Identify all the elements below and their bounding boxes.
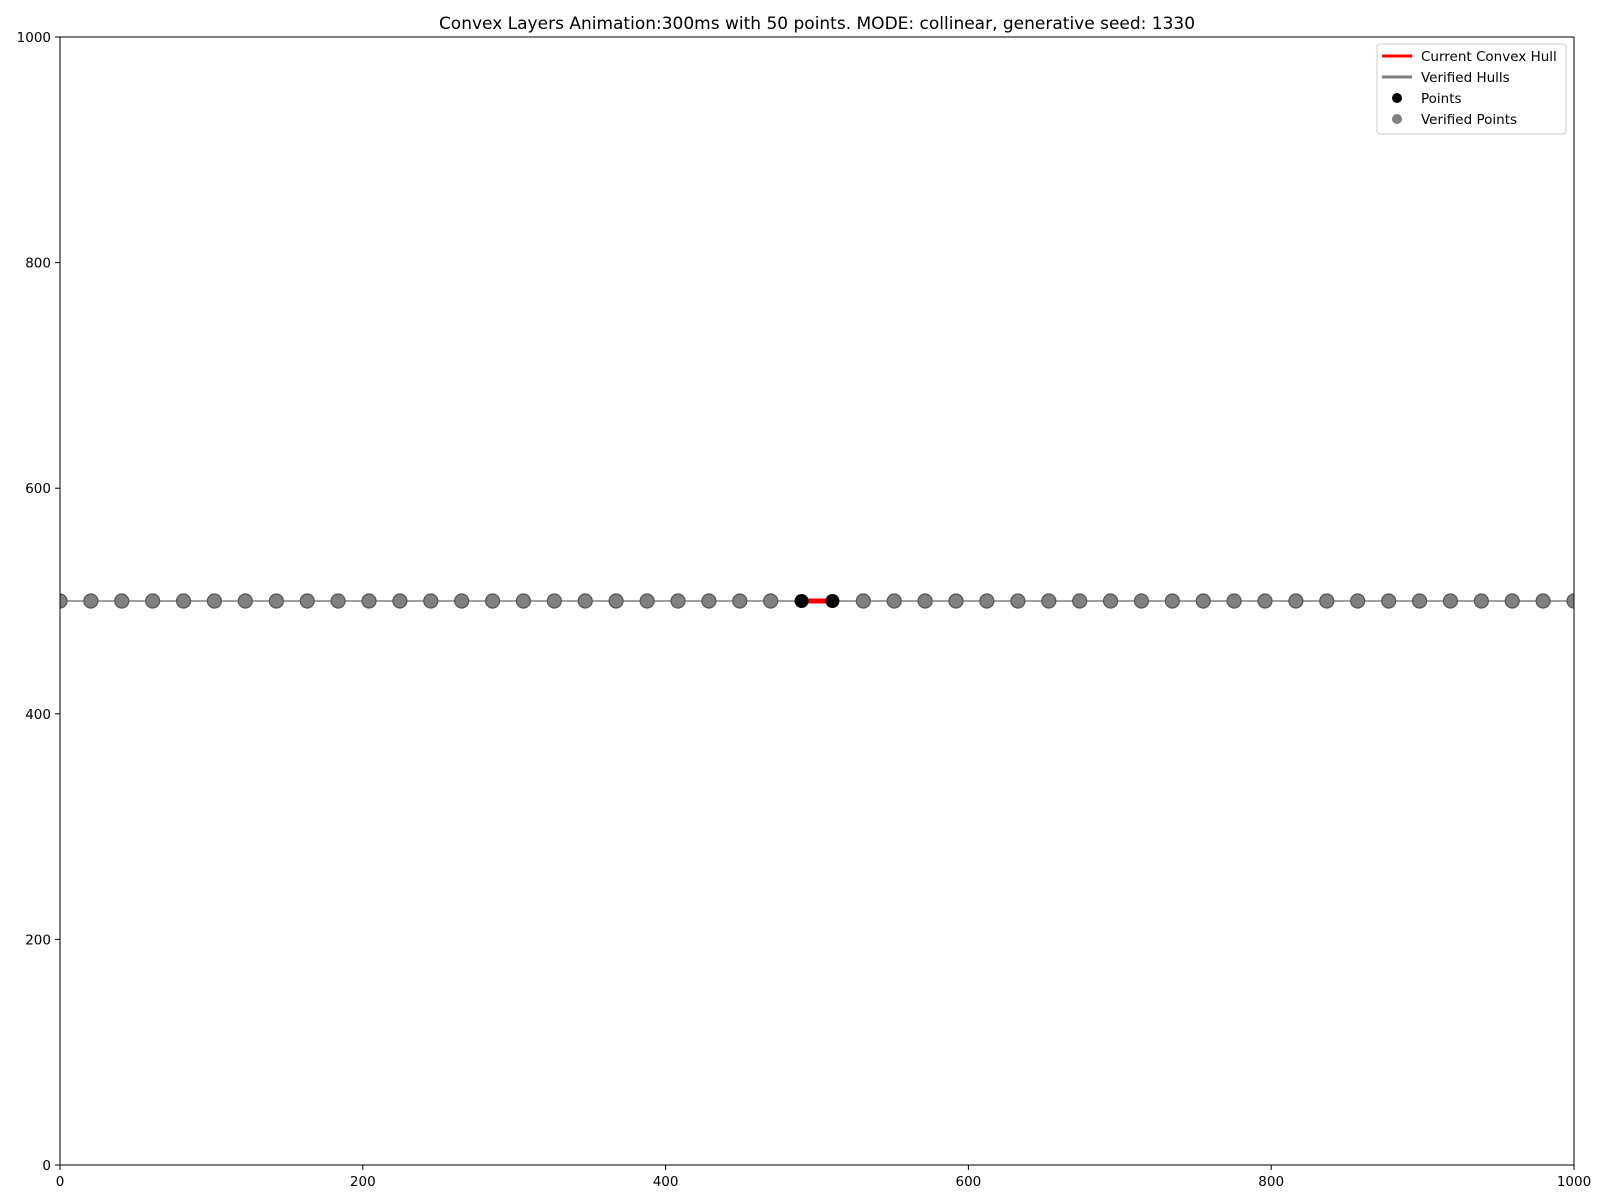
x-tick-label: 1000 <box>1557 1174 1591 1190</box>
verified-point <box>608 593 624 609</box>
verified-point <box>1381 593 1397 609</box>
verified-point <box>392 593 408 609</box>
plot-frame <box>59 36 1575 1166</box>
verified-point <box>639 593 655 609</box>
legend-label: Verified Hulls <box>1421 70 1510 86</box>
y-tick-label: 200 <box>25 932 51 948</box>
y-tick-label: 1000 <box>17 30 51 46</box>
legend-box <box>1376 43 1567 135</box>
legend-label: Current Convex Hull <box>1421 49 1557 65</box>
y-tick-label: 800 <box>25 256 51 272</box>
verified-point <box>330 593 346 609</box>
verified-point <box>1288 593 1304 609</box>
verified-point <box>1473 593 1489 609</box>
verified-point <box>60 593 68 609</box>
verified-point <box>1257 593 1273 609</box>
verified-point <box>886 593 902 609</box>
verified-point <box>175 593 192 609</box>
verified-point <box>1535 593 1551 609</box>
y-tick-label: 0 <box>42 1158 51 1174</box>
verified-point <box>1566 593 1574 609</box>
verified-point <box>114 593 130 609</box>
verified-point <box>701 593 717 609</box>
verified-point <box>1350 593 1366 609</box>
legend-marker-swatch <box>1392 114 1402 124</box>
verified-point <box>361 593 377 609</box>
verified-point <box>1442 593 1459 609</box>
verified-point <box>206 593 223 609</box>
verified-point <box>1195 593 1211 609</box>
verified-point <box>979 593 995 609</box>
verified-point <box>577 593 593 609</box>
verified-point <box>515 593 532 609</box>
verified-point <box>454 593 470 609</box>
x-tick-label: 600 <box>956 1174 982 1190</box>
verified-point <box>546 593 562 609</box>
verified-point <box>1411 593 1428 609</box>
verified-point <box>1164 593 1180 609</box>
verified-point <box>299 593 315 609</box>
verified-point <box>948 593 964 609</box>
verified-point <box>1226 593 1242 609</box>
verified-point <box>763 593 779 609</box>
verified-point <box>484 593 501 609</box>
verified-point <box>1010 593 1026 609</box>
verified-point <box>1072 593 1088 609</box>
legend-label: Verified Points <box>1421 112 1517 128</box>
current-point <box>794 594 809 608</box>
chart-title: Convex Layers Animation:300ms with 50 po… <box>439 14 1195 34</box>
verified-point <box>670 593 686 609</box>
verified-point <box>423 593 439 609</box>
verified-point <box>1102 593 1119 609</box>
verified-point <box>1319 593 1335 609</box>
verified-point <box>855 593 871 609</box>
legend: Current Convex Hull Verified Hulls Points V… <box>1376 43 1567 135</box>
verified-point <box>732 593 748 609</box>
legend-label: Points <box>1421 91 1462 107</box>
data-layer <box>60 593 1574 609</box>
verified-point <box>237 593 253 609</box>
y-tick-label: 400 <box>25 707 51 723</box>
x-tick-label: 0 <box>56 1174 65 1190</box>
y-tick-label: 600 <box>25 481 51 497</box>
y-axis: 0 200 400 600 800 1000 <box>17 30 60 1174</box>
legend-marker-swatch <box>1392 93 1402 103</box>
verified-point <box>1041 593 1057 609</box>
x-axis: 0 200 400 600 800 1000 <box>56 1165 1591 1190</box>
x-tick-label: 800 <box>1258 1174 1284 1190</box>
verified-point <box>268 593 284 609</box>
verified-point <box>83 593 99 609</box>
verified-point <box>1504 593 1520 609</box>
verified-point <box>145 593 161 609</box>
current-point <box>825 594 840 608</box>
verified-point <box>917 593 933 609</box>
x-tick-label: 200 <box>350 1174 376 1190</box>
x-tick-label: 400 <box>653 1174 679 1190</box>
verified-point <box>1133 593 1150 609</box>
